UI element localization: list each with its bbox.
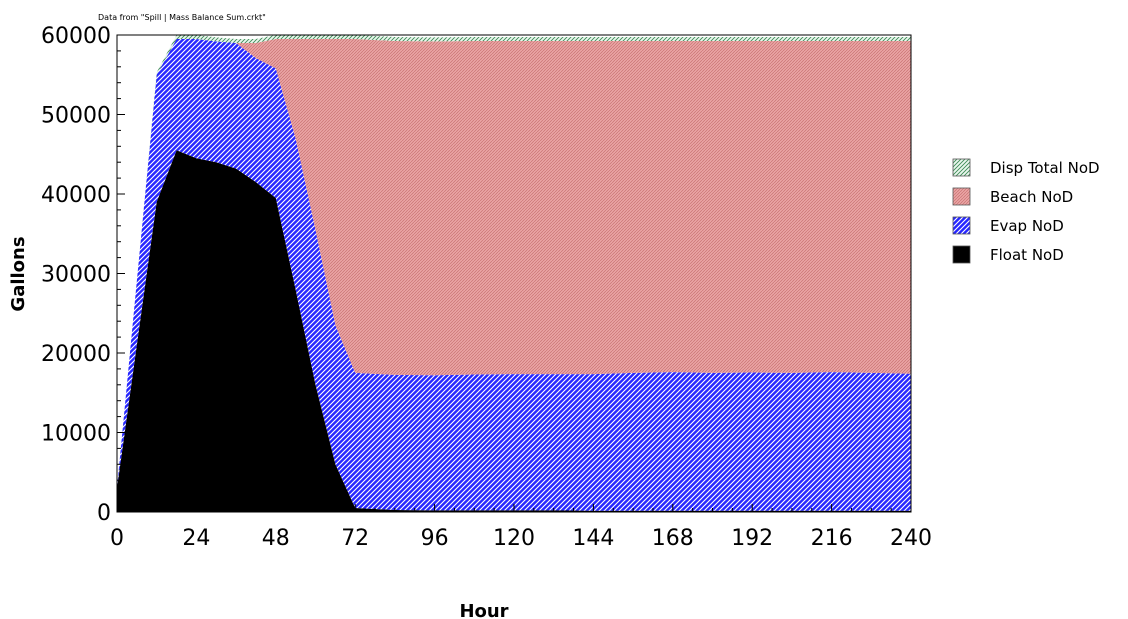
- y-tick-label: 50000: [41, 104, 111, 129]
- legend-label: Beach NoD: [990, 188, 1073, 206]
- legend-swatch: [952, 216, 971, 235]
- x-tick-label: 168: [652, 526, 694, 551]
- axes: 0 24 48 72 96 120 144 168 192 216 240 0 10000 20000 30…: [41, 24, 932, 551]
- data-source-note: Data from "Spill | Mass Balance Sum.crkt…: [98, 13, 266, 22]
- x-tick-label: 216: [811, 526, 853, 551]
- y-axis-title: Gallons: [8, 236, 29, 311]
- legend-swatch: [952, 187, 971, 206]
- legend-item-disp-total-nod: Disp Total NoD: [952, 158, 1100, 177]
- legend-swatch: [952, 158, 971, 177]
- y-tick-label: 20000: [41, 342, 111, 367]
- x-axis-title: Hour: [459, 601, 508, 619]
- plot-area: [117, 35, 911, 513]
- x-tick-label: 48: [262, 526, 290, 551]
- legend-label: Float NoD: [990, 246, 1064, 264]
- y-tick-label: 30000: [41, 263, 111, 288]
- x-tick-label: 240: [890, 526, 932, 551]
- y-tick-label: 40000: [41, 183, 111, 208]
- legend-swatch: [952, 245, 971, 264]
- area-float-nod: [117, 150, 911, 513]
- y-tick-label: 10000: [41, 422, 111, 447]
- legend: Disp Total NoD Beach NoD Evap NoD Float NoD: [952, 158, 1100, 264]
- legend-label: Evap NoD: [990, 217, 1064, 235]
- x-tick-label: 144: [572, 526, 614, 551]
- x-tick-label: 24: [182, 526, 210, 551]
- x-tick-label: 96: [421, 526, 449, 551]
- legend-label: Disp Total NoD: [990, 159, 1100, 177]
- y-tick-label: 60000: [41, 24, 111, 49]
- legend-item-beach-nod: Beach NoD: [952, 187, 1073, 206]
- area-evap-nod: [117, 39, 911, 511]
- x-tick-label: 72: [341, 526, 369, 551]
- legend-item-evap-nod: Evap NoD: [952, 216, 1064, 235]
- x-tick-label: 120: [493, 526, 535, 551]
- y-tick-label: 0: [97, 501, 111, 526]
- legend-item-float-nod: Float NoD: [952, 245, 1064, 264]
- x-tick-label: 192: [731, 526, 773, 551]
- area-beach-nod: [117, 39, 911, 489]
- x-tick-label: 0: [110, 526, 124, 551]
